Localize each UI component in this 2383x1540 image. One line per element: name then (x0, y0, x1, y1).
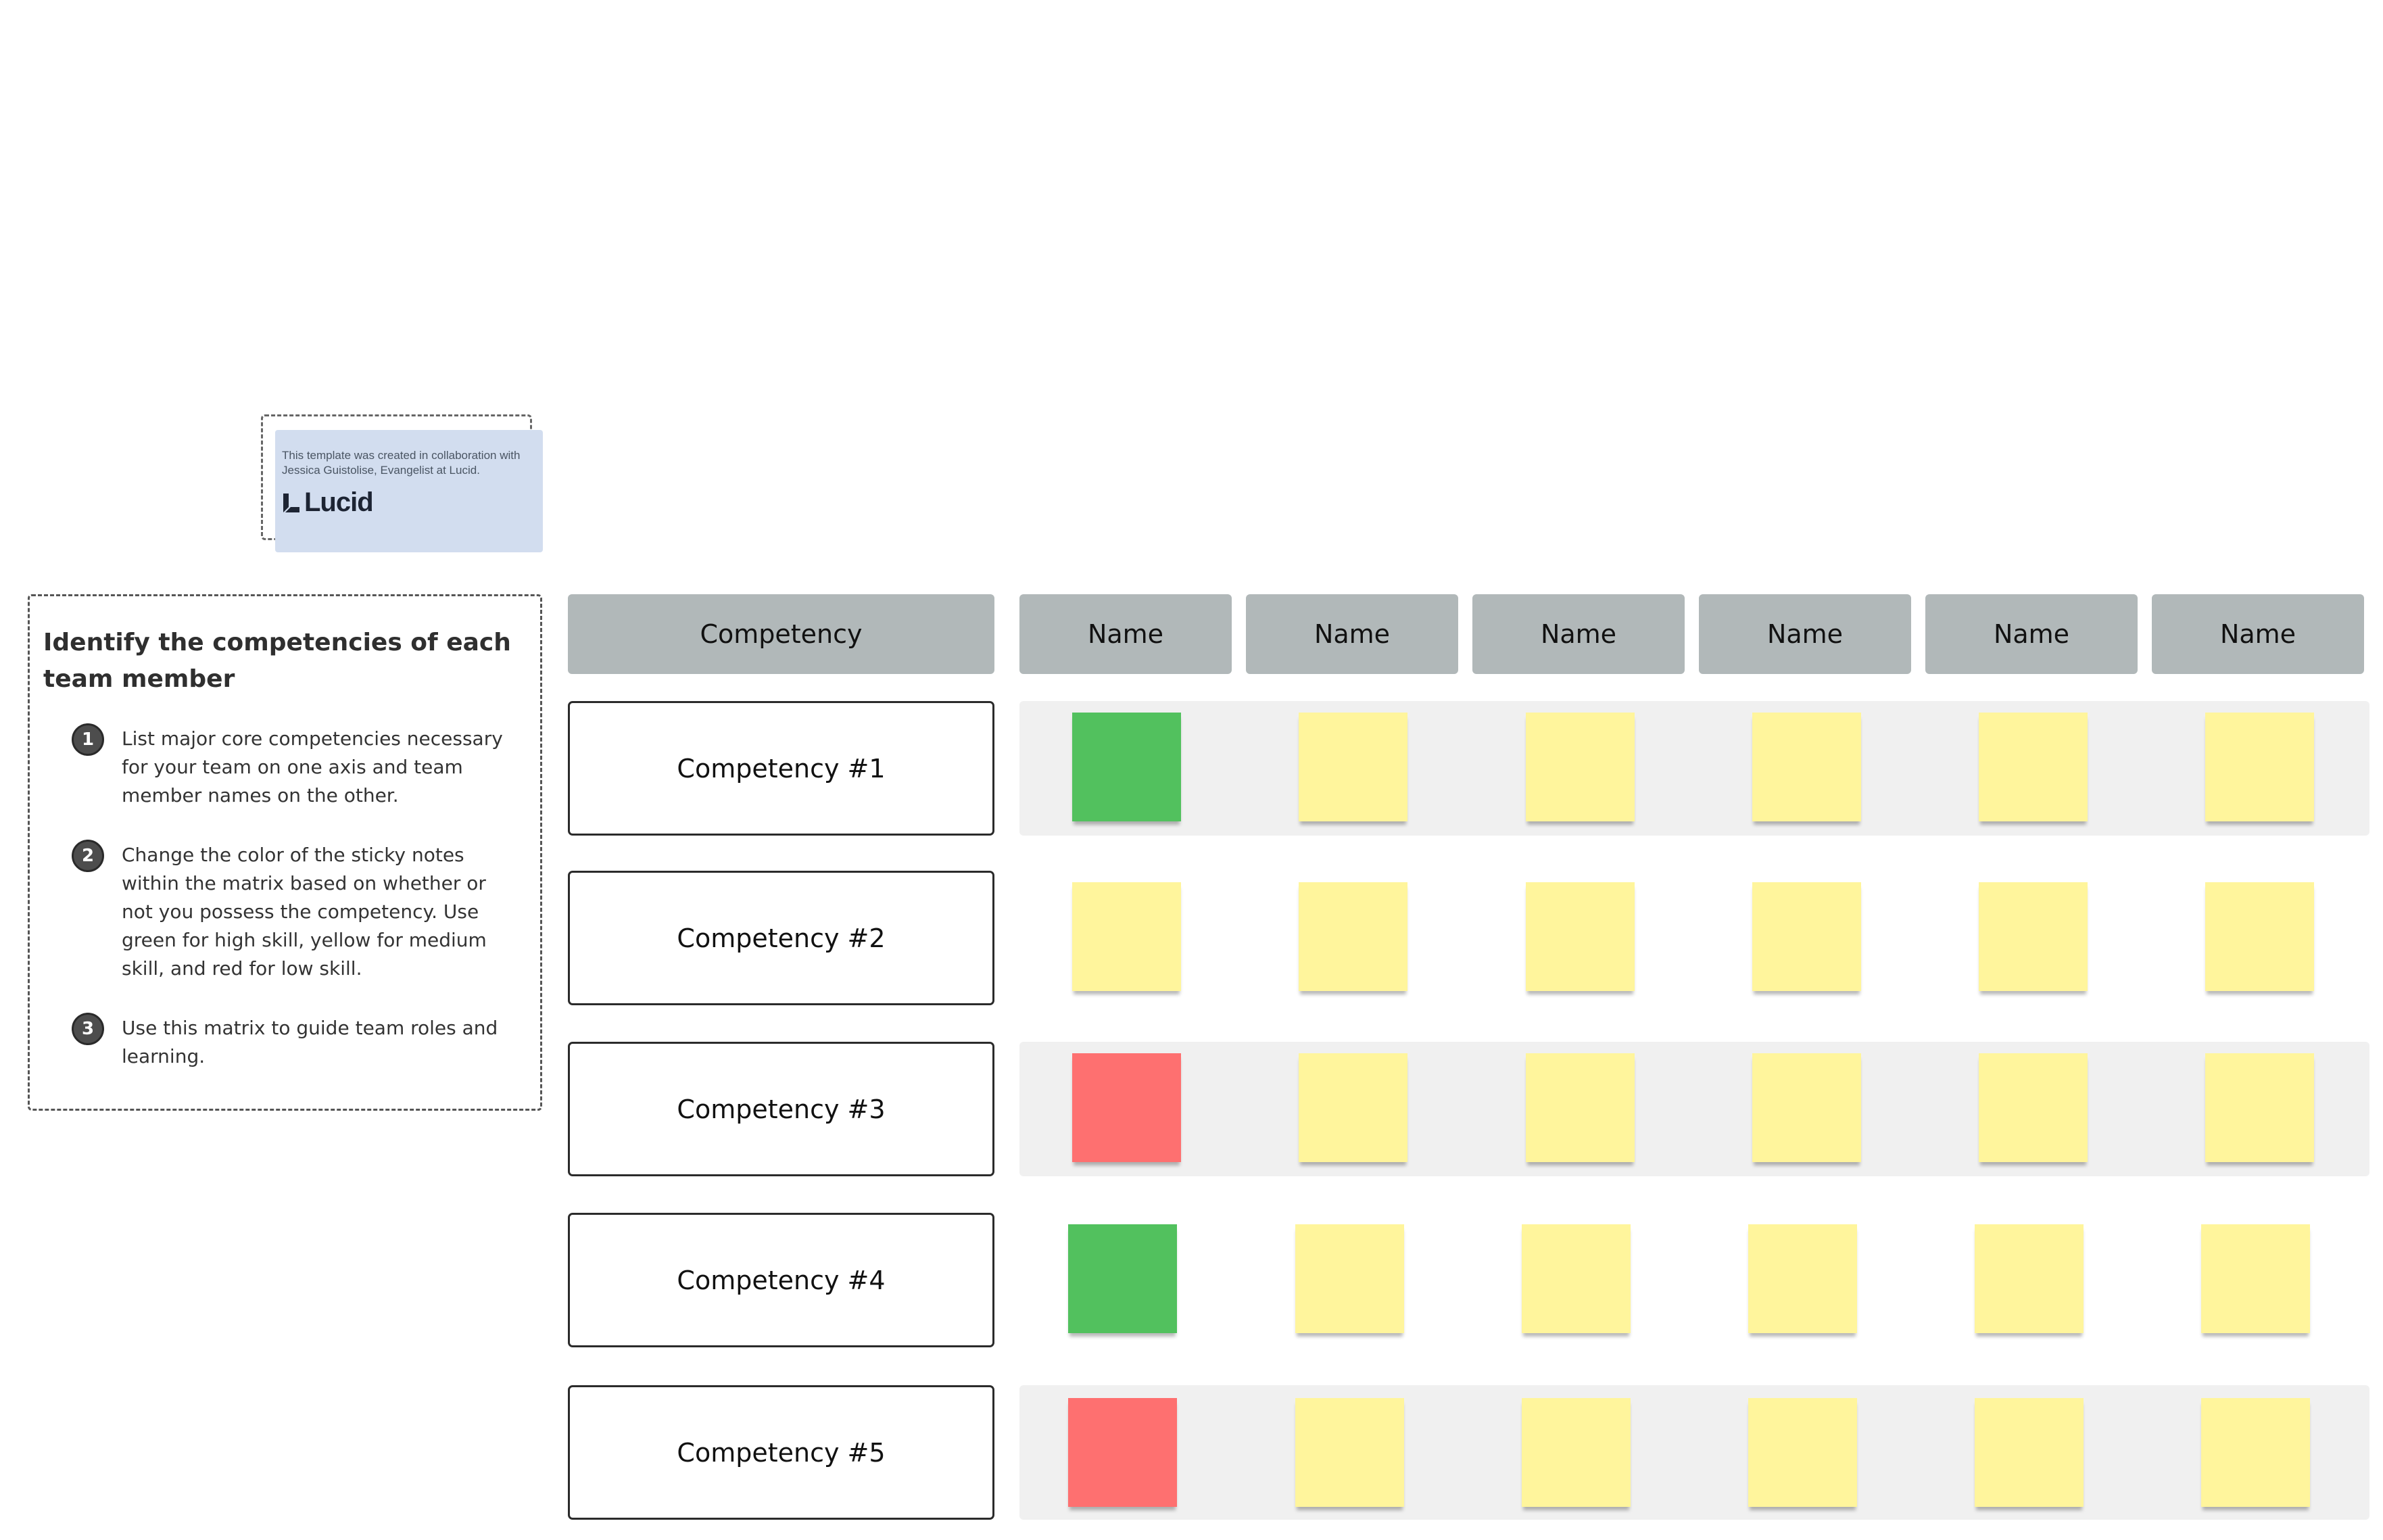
competency-label-box[interactable]: Competency #4 (568, 1213, 994, 1347)
step-text: Change the color of the sticky notes wit… (122, 844, 487, 980)
sticky-note[interactable] (1752, 1053, 1861, 1162)
row-band (1019, 1385, 2369, 1520)
instruction-step: 1 List major core competencies necessary… (43, 723, 513, 810)
competency-label-box[interactable]: Competency #5 (568, 1385, 994, 1520)
sticky-note[interactable] (1526, 1053, 1635, 1162)
sticky-note[interactable] (1295, 1224, 1404, 1333)
sticky-note[interactable] (1072, 713, 1181, 821)
sticky-note[interactable] (2205, 1053, 2314, 1162)
sticky-note[interactable] (1072, 882, 1181, 991)
sticky-note[interactable] (1522, 1398, 1631, 1507)
sticky-note[interactable] (1975, 1224, 2084, 1333)
name-column-header[interactable]: Name (1019, 594, 1232, 674)
sticky-note[interactable] (2205, 882, 2314, 991)
step-text: Use this matrix to guide team roles and … (122, 1017, 498, 1067)
sticky-note[interactable] (1522, 1224, 1631, 1333)
sticky-note[interactable] (1975, 1398, 2084, 1507)
sticky-note[interactable] (1748, 1224, 1857, 1333)
lucid-logo-icon (283, 493, 299, 512)
competency-label-box[interactable]: Competency #1 (568, 701, 994, 836)
name-column-header[interactable]: Name (1472, 594, 1685, 674)
instruction-step: 2 Change the color of the sticky notes w… (43, 840, 513, 983)
sticky-note[interactable] (1299, 1053, 1407, 1162)
sticky-note[interactable] (1299, 713, 1407, 821)
sticky-note[interactable] (1979, 1053, 2088, 1162)
attribution-text: This template was created in collaborati… (282, 449, 521, 477)
instruction-step: 3 Use this matrix to guide team roles an… (43, 1013, 513, 1071)
instructions-panel[interactable]: Identify the competencies of each team m… (28, 594, 542, 1111)
row-band (1019, 1042, 2369, 1176)
sticky-note[interactable] (1752, 713, 1861, 821)
name-column-header[interactable]: Name (1246, 594, 1458, 674)
competency-column-header: Competency (568, 594, 994, 674)
row-band (1019, 701, 2369, 836)
sticky-note[interactable] (1299, 882, 1407, 991)
competency-label-box[interactable]: Competency #3 (568, 1042, 994, 1176)
name-column-header[interactable]: Name (2152, 594, 2364, 674)
sticky-note[interactable] (2205, 713, 2314, 821)
sticky-note[interactable] (1979, 713, 2088, 821)
name-column-header[interactable]: Name (1925, 594, 2138, 674)
sticky-note[interactable] (1526, 713, 1635, 821)
sticky-note[interactable] (1752, 882, 1861, 991)
step-number-badge: 3 (72, 1013, 104, 1045)
step-number-badge: 1 (72, 723, 104, 756)
name-column-header[interactable]: Name (1699, 594, 1911, 674)
sticky-note[interactable] (2201, 1398, 2310, 1507)
lucid-logo: Lucid (282, 487, 535, 518)
sticky-note[interactable] (1526, 882, 1635, 991)
sticky-note[interactable] (2201, 1224, 2310, 1333)
sticky-note[interactable] (1295, 1398, 1404, 1507)
sticky-note[interactable] (1068, 1398, 1177, 1507)
attribution-card[interactable]: This template was created in collaborati… (275, 430, 543, 552)
competency-label-box[interactable]: Competency #2 (568, 871, 994, 1005)
sticky-note[interactable] (1748, 1398, 1857, 1507)
sticky-note[interactable] (1979, 882, 2088, 991)
sticky-note[interactable] (1068, 1224, 1177, 1333)
sticky-note[interactable] (1072, 1053, 1181, 1162)
instructions-title: Identify the competencies of each team m… (43, 629, 511, 693)
lucid-logo-text: Lucid (304, 487, 374, 517)
step-number-badge: 2 (72, 840, 104, 872)
step-text: List major core competencies necessary f… (122, 727, 503, 807)
